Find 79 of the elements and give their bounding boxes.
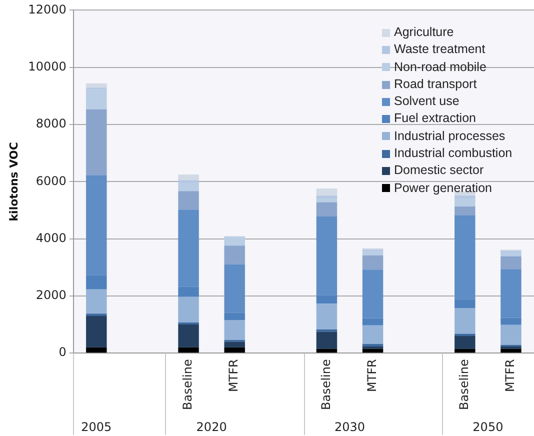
bar xyxy=(86,175,107,276)
bar xyxy=(500,348,522,353)
bar xyxy=(454,336,476,349)
bar xyxy=(500,256,522,270)
bar xyxy=(454,299,476,308)
bar xyxy=(178,174,199,180)
y-tick-label: 0 xyxy=(58,345,66,360)
y-tick-label: 4000 xyxy=(36,230,66,245)
bar xyxy=(316,198,338,202)
text: 2005 xyxy=(81,420,112,434)
y-tick-label: 6000 xyxy=(36,174,66,188)
y-tick-label: 2000 xyxy=(36,288,66,302)
x-tick-label: Baseline xyxy=(318,359,333,410)
legend-label: Non-road mobile xyxy=(394,60,486,74)
bar xyxy=(362,270,384,318)
bar xyxy=(224,264,245,313)
bar xyxy=(362,255,384,270)
bar xyxy=(500,324,522,345)
bar xyxy=(86,89,107,110)
bar xyxy=(178,286,199,297)
bar xyxy=(454,215,476,300)
bar xyxy=(454,308,476,334)
bar xyxy=(178,210,199,287)
x-tick-label: MTFR xyxy=(226,359,241,392)
bar xyxy=(316,188,338,196)
bar xyxy=(316,202,338,217)
legend-label: Solvent use xyxy=(394,94,460,108)
bar xyxy=(86,83,107,88)
text: 2030 xyxy=(334,420,366,434)
bar xyxy=(224,246,245,264)
x-tick-label: MTFR xyxy=(503,359,518,392)
bar xyxy=(454,206,476,216)
bar xyxy=(224,237,245,246)
bar xyxy=(362,251,384,256)
bar xyxy=(178,296,199,323)
bar xyxy=(500,252,522,256)
y-tick-label: 12000 xyxy=(28,2,66,16)
y-tick-label: 10000 xyxy=(28,59,66,74)
bar xyxy=(316,348,338,353)
bar xyxy=(178,191,199,210)
legend-label: Power generation xyxy=(394,180,492,195)
legend-label: Waste treatment xyxy=(394,42,486,56)
x-tick-label: Baseline xyxy=(457,359,472,410)
bar xyxy=(454,198,476,207)
bar xyxy=(86,347,107,353)
text: 2020 xyxy=(196,420,227,434)
bar xyxy=(316,216,338,296)
bar xyxy=(224,312,245,320)
y-axis-title: kilotons VOC xyxy=(7,142,20,222)
x-tick-label: Baseline xyxy=(180,359,195,410)
bar xyxy=(178,324,199,348)
legend-label: Industrial processes xyxy=(394,128,506,143)
y-tick-label: 8000 xyxy=(36,116,66,131)
text: 2050 xyxy=(472,420,504,434)
bar xyxy=(362,325,384,344)
bar xyxy=(224,347,245,353)
legend-label: Domestic sector xyxy=(394,163,484,178)
bar xyxy=(316,295,338,304)
bar xyxy=(86,289,107,314)
bar xyxy=(178,182,199,192)
x-tick-label: MTFR xyxy=(364,359,379,392)
bar xyxy=(500,318,522,325)
bar xyxy=(224,320,245,340)
bar xyxy=(362,344,384,347)
bar xyxy=(316,304,338,330)
bar xyxy=(454,348,476,353)
bar xyxy=(500,269,522,318)
bar xyxy=(316,332,338,349)
legend-label: Fuel extraction xyxy=(394,111,476,126)
bar xyxy=(86,109,107,176)
bar xyxy=(178,347,199,353)
bar xyxy=(224,342,245,348)
bar xyxy=(362,318,384,326)
legend-label: Agriculture xyxy=(394,25,454,39)
bar xyxy=(86,316,107,348)
legend-label: Industrial combustion xyxy=(394,146,512,160)
bar xyxy=(362,348,384,353)
legend-label: Road transport xyxy=(394,76,477,91)
bar xyxy=(86,275,107,290)
